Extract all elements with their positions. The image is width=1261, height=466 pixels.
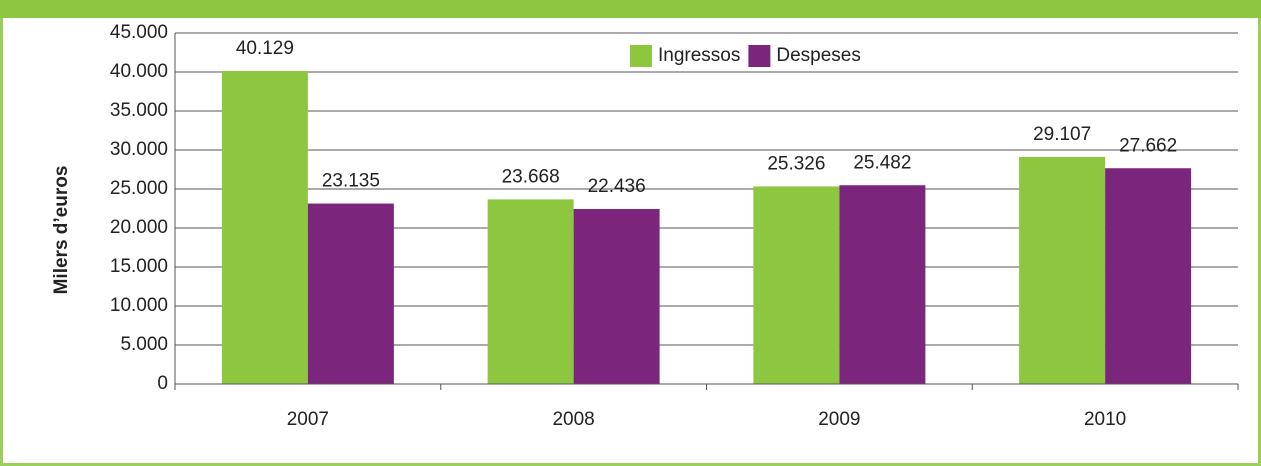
bar — [1105, 168, 1192, 384]
value-label: 29.107 — [1033, 124, 1091, 145]
bar — [487, 199, 574, 384]
y-tick-label: 15.000 — [110, 256, 168, 277]
x-tick-label: 2008 — [552, 409, 594, 430]
y-axis-label: Milers d’euros — [51, 166, 72, 295]
value-label: 25.326 — [767, 153, 825, 174]
legend-swatch — [748, 45, 771, 67]
y-tick-label: 35.000 — [110, 100, 168, 121]
bar — [1019, 156, 1106, 384]
value-label: 27.662 — [1119, 135, 1177, 156]
value-label: 23.668 — [502, 166, 560, 187]
value-label: 23.135 — [322, 171, 380, 192]
value-label: 40.129 — [236, 38, 294, 59]
bar — [753, 186, 840, 384]
y-tick-label: 25.000 — [110, 178, 168, 199]
x-tick-label: 2009 — [818, 409, 860, 430]
y-tick-label: 45.000 — [110, 22, 168, 43]
header-band — [0, 0, 1261, 18]
value-label: 25.482 — [853, 152, 911, 173]
y-tick-label: 10.000 — [110, 295, 168, 316]
bar — [307, 203, 394, 384]
x-tick-label: 2010 — [1084, 409, 1126, 430]
y-tick-label: 20.000 — [110, 217, 168, 238]
x-tick-label: 2007 — [287, 409, 329, 430]
value-label: 22.436 — [588, 176, 646, 197]
y-tick-label: 0 — [157, 373, 168, 394]
bar — [221, 70, 308, 384]
bar — [839, 185, 926, 384]
legend-label: Ingressos — [658, 45, 740, 66]
legend-label: Despeses — [776, 45, 861, 66]
y-tick-label: 40.000 — [110, 61, 168, 82]
legend-swatch — [630, 45, 652, 67]
y-tick-label: 5.000 — [120, 334, 168, 355]
bar — [573, 208, 660, 384]
y-tick-label: 30.000 — [110, 139, 168, 160]
